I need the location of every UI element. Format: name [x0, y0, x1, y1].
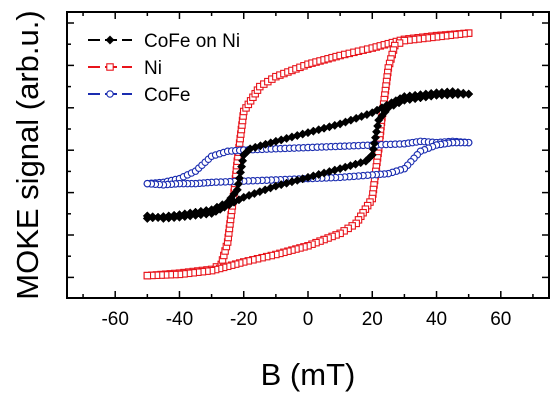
legend-item: CoFe on Ni	[88, 31, 240, 52]
data-point	[232, 185, 242, 195]
x-tick-label: 0	[303, 309, 314, 330]
y-axis-title: MOKE signal (arb.u.)	[10, 10, 45, 299]
legend-item: Ni	[88, 58, 162, 79]
legend-label: CoFe	[144, 85, 190, 106]
data-point	[410, 94, 420, 104]
series-layer	[142, 29, 474, 280]
plot-frame	[66, 11, 550, 299]
data-point	[308, 171, 318, 181]
data-point	[233, 179, 243, 189]
data-point	[190, 210, 201, 220]
x-tick-label: 20	[362, 309, 383, 330]
x-tick-label: -60	[101, 309, 128, 330]
data-point	[201, 209, 211, 219]
x-tick-label: -40	[166, 309, 193, 330]
series-cofe-on-ni	[142, 87, 474, 223]
data-point	[234, 173, 245, 183]
data-point	[238, 156, 248, 166]
legend: CoFe on Ni Ni CoFe	[88, 31, 240, 106]
legend-marker	[106, 63, 114, 71]
x-axis-title: B (mT)	[261, 357, 356, 392]
data-point	[405, 94, 415, 105]
x-tick-label: -20	[230, 309, 257, 330]
legend-marker	[105, 35, 115, 45]
legend-label: CoFe on Ni	[144, 31, 240, 52]
x-tick-label: 40	[426, 309, 447, 330]
legend-label: Ni	[144, 58, 162, 79]
data-point	[356, 158, 366, 168]
data-point	[276, 180, 286, 190]
data-point	[196, 210, 206, 220]
data-point	[143, 179, 152, 188]
legend-item: CoFe	[88, 85, 190, 106]
axis-ticks	[67, 12, 549, 298]
data-point	[237, 162, 247, 172]
series-ni	[143, 29, 473, 280]
x-tick-label: 60	[490, 309, 511, 330]
data-point	[142, 211, 152, 221]
data-point	[185, 211, 195, 221]
data-point	[207, 208, 217, 218]
data-point	[239, 192, 249, 202]
data-point	[143, 271, 152, 280]
legend-marker	[106, 90, 114, 98]
series-cofe	[143, 137, 473, 189]
data-point	[235, 167, 246, 177]
data-point	[180, 211, 190, 222]
x-tick-labels: -60 -40 -20 0 20 40 60	[101, 309, 511, 330]
